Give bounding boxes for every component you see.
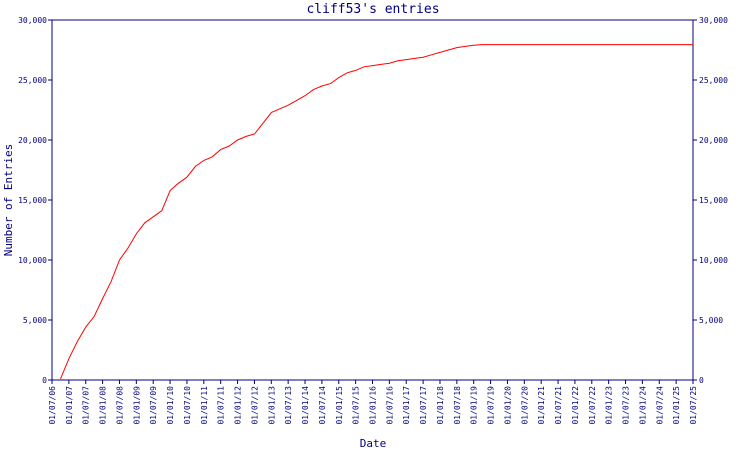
x-tick-label: 01/01/24 xyxy=(638,386,647,425)
y-tick-label-right: 0 xyxy=(699,376,704,385)
chart-title: cliff53's entries xyxy=(306,2,439,17)
x-tick-label: 01/07/23 xyxy=(622,386,631,425)
y-tick-label-left: 15,000 xyxy=(18,196,47,205)
x-tick-label: 01/01/18 xyxy=(436,386,445,425)
x-tick-label: 01/01/20 xyxy=(503,386,512,425)
y-tick-label-left: 0 xyxy=(42,376,47,385)
x-tick-label: 01/01/14 xyxy=(301,386,310,425)
x-tick-label: 01/07/13 xyxy=(284,386,293,425)
y-axis-right: 0 5,000 10,000 15,000 20,000 25,000 30,000 xyxy=(693,16,728,385)
x-tick-label: 01/07/08 xyxy=(115,386,124,425)
x-tick-label: 01/01/15 xyxy=(335,386,344,425)
y-tick-label-right: 25,000 xyxy=(699,76,728,85)
x-tick-label: 01/07/25 xyxy=(689,386,698,425)
x-tick-label: 01/07/20 xyxy=(520,386,529,425)
y-axis-label: Number of Entries xyxy=(2,144,15,257)
x-tick-label: 01/07/17 xyxy=(419,386,428,425)
x-tick-label: 01/07/22 xyxy=(588,386,597,425)
x-tick-label: 01/07/18 xyxy=(453,386,462,425)
x-tick-label: 01/07/19 xyxy=(487,386,496,425)
x-tick-label: 01/07/16 xyxy=(385,386,394,425)
y-tick-label-right: 10,000 xyxy=(699,256,728,265)
entries-line xyxy=(60,44,693,379)
y-tick-label-right: 5,000 xyxy=(699,316,723,325)
x-axis-label: Date xyxy=(360,437,387,450)
y-tick-label-left: 25,000 xyxy=(18,76,47,85)
x-tick-label: 01/01/21 xyxy=(537,386,546,425)
x-tick-label: 01/01/08 xyxy=(99,386,108,425)
y-axis-left: 0 5,000 10,000 15,000 20,000 25,000 30,000 xyxy=(18,16,52,385)
x-tick-label: 01/01/23 xyxy=(605,386,614,425)
x-tick-label: 01/07/24 xyxy=(655,386,664,425)
x-tick-label: 01/07/06 xyxy=(48,386,57,425)
x-tick-label: 01/01/25 xyxy=(672,386,681,425)
x-tick-label: 01/07/14 xyxy=(318,386,327,425)
y-tick-label-right: 15,000 xyxy=(699,196,728,205)
y-tick-label-left: 30,000 xyxy=(18,16,47,25)
x-tick-label: 01/07/11 xyxy=(217,386,226,425)
y-tick-label-left: 10,000 xyxy=(18,256,47,265)
x-tick-label: 01/07/12 xyxy=(250,386,259,425)
x-tick-label: 01/01/07 xyxy=(65,386,74,425)
x-tick-label: 01/07/09 xyxy=(149,386,158,425)
y-tick-label-left: 20,000 xyxy=(18,136,47,145)
x-tick-label: 01/01/12 xyxy=(234,386,243,425)
x-tick-label: 01/07/10 xyxy=(183,386,192,425)
x-tick-label: 01/07/15 xyxy=(352,386,361,425)
plot-frame xyxy=(51,19,694,381)
x-tick-label: 01/01/11 xyxy=(200,386,209,425)
x-tick-label: 01/01/22 xyxy=(571,386,580,425)
x-tick-label: 01/01/17 xyxy=(402,386,411,425)
x-tick-label: 01/07/21 xyxy=(554,386,563,425)
x-tick-label: 01/01/10 xyxy=(166,386,175,425)
x-tick-label: 01/01/19 xyxy=(470,386,479,425)
x-axis: 01/07/06 01/01/07 01/07/07 01/01/08 01/07/08… xyxy=(48,380,698,425)
y-tick-label-right: 30,000 xyxy=(699,16,728,25)
x-tick-label: 01/07/07 xyxy=(82,386,91,425)
y-tick-label-right: 20,000 xyxy=(699,136,728,145)
x-tick-label: 01/01/09 xyxy=(132,386,141,425)
x-tick-label: 01/01/16 xyxy=(369,386,378,425)
x-tick-label: 01/01/13 xyxy=(267,386,276,425)
y-tick-label-left: 5,000 xyxy=(23,316,47,325)
